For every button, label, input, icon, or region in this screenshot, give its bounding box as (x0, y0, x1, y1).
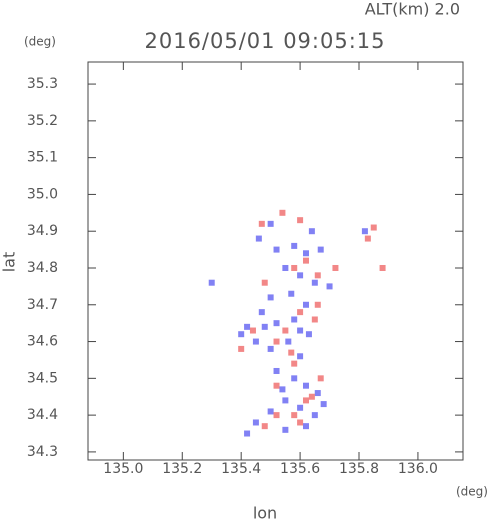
y-unit: (deg) (24, 35, 56, 49)
data-point (317, 375, 324, 382)
data-point (255, 235, 262, 242)
plot-frame (87, 61, 464, 461)
data-point (291, 316, 298, 323)
data-point (273, 382, 280, 389)
data-point (285, 338, 292, 345)
data-point (302, 397, 309, 404)
data-point (238, 345, 245, 352)
y-tick-label: 34.5 (27, 370, 58, 386)
data-point (379, 264, 386, 271)
data-point (208, 279, 215, 286)
data-point (297, 419, 304, 426)
data-point (308, 228, 315, 235)
y-tick-label: 34.8 (27, 260, 58, 276)
data-point (291, 360, 298, 367)
y-axis-label: lat (0, 252, 19, 273)
x-tick-label: 135.2 (162, 461, 202, 477)
data-point (267, 294, 274, 301)
x-tick-label: 135.8 (339, 461, 379, 477)
data-point (291, 242, 298, 249)
data-point (273, 246, 280, 253)
x-axis-label: lon (253, 504, 277, 521)
data-point (297, 327, 304, 334)
data-point (311, 316, 318, 323)
y-tick-label: 34.9 (27, 223, 58, 239)
data-point (238, 331, 245, 338)
y-tick-label: 35.3 (27, 76, 58, 92)
data-point (288, 349, 295, 356)
data-point (261, 323, 268, 330)
data-point (273, 412, 280, 419)
data-point (302, 257, 309, 264)
x-tick-label: 135.6 (280, 461, 320, 477)
data-point (291, 264, 298, 271)
data-point (297, 309, 304, 316)
data-point (258, 309, 265, 316)
data-point (282, 327, 289, 334)
x-tick-label: 135.4 (221, 461, 261, 477)
data-point (314, 272, 321, 279)
data-point (279, 386, 286, 393)
data-point (297, 272, 304, 279)
data-point (364, 235, 371, 242)
y-tick-label: 34.7 (27, 297, 58, 313)
data-point (261, 423, 268, 430)
data-point (273, 367, 280, 374)
data-point (370, 224, 377, 231)
data-point (297, 404, 304, 411)
y-tick-label: 35.2 (27, 113, 58, 129)
data-point (302, 250, 309, 257)
data-point (282, 426, 289, 433)
y-tick-label: 35.1 (27, 150, 58, 166)
data-point (361, 228, 368, 235)
data-point (291, 375, 298, 382)
y-tick-label: 34.4 (27, 407, 58, 423)
data-point (291, 412, 298, 419)
y-tick-label: 34.3 (27, 444, 58, 460)
data-point (311, 412, 318, 419)
data-point (297, 217, 304, 224)
y-tick-label: 34.6 (27, 334, 58, 350)
data-point (320, 401, 327, 408)
data-point (267, 345, 274, 352)
data-point (302, 301, 309, 308)
data-point (302, 423, 309, 430)
x-unit: (deg) (456, 485, 488, 499)
altitude-label: ALT(km) 2.0 (365, 0, 460, 19)
data-point (282, 264, 289, 271)
y-tick-label: 35.0 (27, 186, 58, 202)
data-point (249, 327, 256, 334)
data-point (308, 393, 315, 400)
data-point (297, 353, 304, 360)
data-point (326, 283, 333, 290)
data-point (279, 209, 286, 216)
data-point (252, 338, 259, 345)
data-point (244, 323, 251, 330)
data-point (282, 397, 289, 404)
data-point (305, 331, 312, 338)
data-point (317, 246, 324, 253)
data-point (267, 408, 274, 415)
chart-title: 2016/05/01 09:05:15 (144, 29, 385, 53)
data-point (302, 382, 309, 389)
data-point (273, 320, 280, 327)
data-point (288, 290, 295, 297)
data-point (244, 430, 251, 437)
x-tick-label: 135.0 (103, 461, 143, 477)
data-point (314, 301, 321, 308)
data-point (332, 264, 339, 271)
data-point (267, 220, 274, 227)
data-point (258, 220, 265, 227)
data-point (273, 338, 280, 345)
data-point (261, 279, 268, 286)
x-tick-label: 136.0 (398, 461, 438, 477)
data-point (252, 419, 259, 426)
data-point (314, 390, 321, 397)
data-point (311, 279, 318, 286)
